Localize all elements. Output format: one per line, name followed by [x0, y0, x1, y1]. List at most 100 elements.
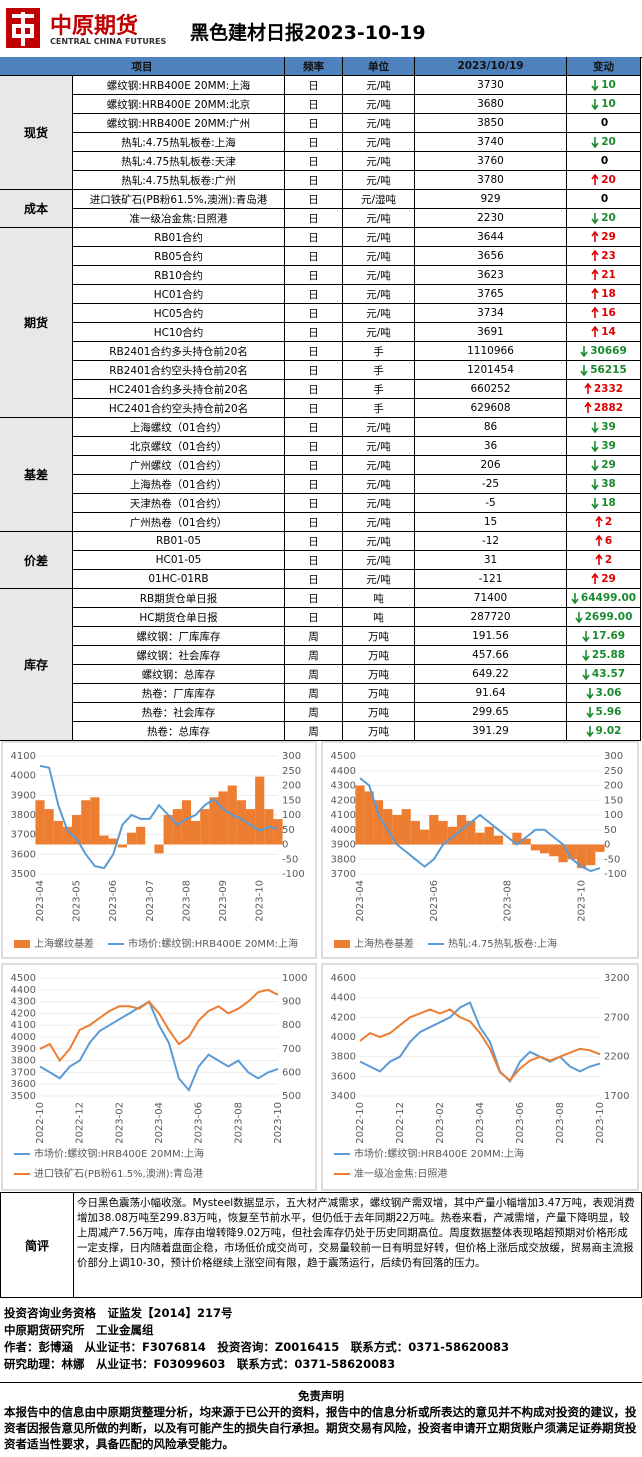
y-tick-label: 3600 — [11, 1079, 36, 1090]
bar — [181, 800, 192, 845]
bar — [401, 809, 411, 845]
y2-tick-label: 0 — [282, 840, 288, 851]
bar — [586, 844, 596, 866]
footer-line: 作者：彭博涵 从业证书：F3076814 投资咨询：Z0016415 联系方式：… — [4, 1340, 510, 1354]
unit: 元/吨 — [343, 494, 415, 513]
line — [39, 1000, 279, 1092]
y2-tick-label: 300 — [604, 751, 623, 762]
item: 上海热卷（01合约） — [73, 475, 285, 494]
unit: 元/吨 — [343, 133, 415, 152]
value: 457.66 — [415, 646, 567, 665]
change-value: 18 — [601, 497, 616, 509]
arrow-down — [591, 460, 599, 471]
arrow-down — [591, 213, 599, 224]
x-tick-label: 2023-06 — [108, 880, 119, 922]
unit: 万吨 — [343, 627, 415, 646]
y-tick-label: 3400 — [331, 1091, 356, 1102]
column-header: 频率 — [285, 57, 343, 76]
bar — [154, 844, 164, 854]
item: 上海螺纹（01合约） — [73, 418, 285, 437]
charts: 3500360037003800390040004100-100-5005010… — [1, 741, 639, 1191]
change-value: 21 — [601, 269, 616, 281]
y2-tick-label: 250 — [604, 766, 623, 777]
y2-tick-label: 1700 — [604, 1091, 629, 1102]
x-tick-label: 2023-10 — [595, 1102, 606, 1144]
line — [39, 988, 279, 1063]
y2-tick-label: 0 — [604, 840, 610, 851]
arrow-up — [591, 326, 599, 337]
change-value: 29 — [601, 231, 616, 243]
bar — [392, 815, 402, 845]
y-tick-label: 4100 — [11, 1020, 36, 1031]
bar — [484, 826, 494, 845]
bar — [117, 844, 127, 848]
y2-tick-label: 800 — [282, 1020, 301, 1031]
frequency: 日 — [285, 570, 343, 589]
arrow-down — [585, 707, 594, 718]
item: RB05合约 — [73, 247, 285, 266]
y2-tick-label: 150 — [604, 795, 623, 806]
arrow-down — [591, 137, 599, 148]
y-tick-label: 4000 — [11, 771, 36, 782]
frequency: 日 — [285, 494, 343, 513]
arrow-down — [571, 593, 579, 604]
value: 3623 — [415, 266, 567, 285]
bar — [209, 797, 219, 845]
y-tick-label: 3600 — [11, 849, 36, 860]
value: 1110966 — [415, 342, 567, 361]
value: 391.29 — [415, 722, 567, 741]
unit: 元/吨 — [343, 76, 415, 95]
data-table: 项目 频率 单位 2023/10/19 变动 现货 螺纹钢:HRB400E 20MM:上海日… — [0, 57, 642, 741]
item: 准一级冶金焦:日照港 — [73, 209, 285, 228]
y-tick-label: 3900 — [11, 1044, 36, 1055]
unit: 元/吨 — [343, 437, 415, 456]
bar — [72, 815, 82, 845]
footer-line: 中原期货研究所 工业金属组 — [4, 1323, 154, 1337]
change: 2699.00 — [567, 608, 641, 627]
legend-label: 热轧:4.75热轧板卷:上海 — [448, 937, 557, 950]
x-tick-label: 2023-02 — [114, 1102, 125, 1144]
item: RB01-05 — [73, 532, 285, 551]
y-tick-label: 4600 — [331, 973, 356, 984]
disclaimer-title: 免责声明 — [298, 1389, 344, 1403]
item: 螺纹钢:HRB400E 20MM:北京 — [73, 95, 285, 114]
change: 10 — [567, 95, 641, 114]
footer-line: 研究助理：林娜 从业证书：F03099603 联系方式：0371-5862008… — [4, 1357, 396, 1371]
item: HC05合约 — [73, 304, 285, 323]
frequency: 日 — [285, 551, 343, 570]
change-value: 5.96 — [595, 706, 622, 718]
change: 9.02 — [567, 722, 641, 741]
change-value: 38 — [601, 478, 616, 490]
item: 01HC-01RB — [73, 570, 285, 589]
value: 3644 — [415, 228, 567, 247]
legend-label: 上海热卷基差 — [354, 937, 414, 950]
y2-tick-label: -50 — [282, 854, 298, 865]
frequency: 日 — [285, 266, 343, 285]
bar — [136, 826, 146, 845]
y-tick-label: 4100 — [331, 810, 356, 821]
change-value: 2882 — [593, 402, 624, 414]
unit: 手 — [343, 399, 415, 418]
bar — [355, 785, 365, 845]
change: 6 — [567, 532, 641, 551]
legend-label: 上海螺纹基差 — [34, 937, 94, 950]
value: 3734 — [415, 304, 567, 323]
bar — [373, 800, 384, 845]
arrow-up — [591, 288, 599, 299]
y-tick-label: 4500 — [11, 973, 36, 984]
change-value: 0 — [600, 117, 609, 129]
value: 299.65 — [415, 703, 567, 722]
change-value: 2699.00 — [584, 611, 633, 623]
value: 3765 — [415, 285, 567, 304]
y-tick-label: 3800 — [331, 854, 356, 865]
change: 39 — [567, 437, 641, 456]
line — [359, 777, 601, 873]
arrow-up — [595, 516, 603, 527]
bar — [191, 820, 201, 845]
y2-tick-label: -50 — [604, 854, 620, 865]
item: RB期货仓单日报 — [73, 589, 285, 608]
unit: 元/吨 — [343, 551, 415, 570]
unit: 万吨 — [343, 722, 415, 741]
change-value: 20 — [601, 174, 616, 186]
item: 螺纹钢:HRB400E 20MM:广州 — [73, 114, 285, 133]
